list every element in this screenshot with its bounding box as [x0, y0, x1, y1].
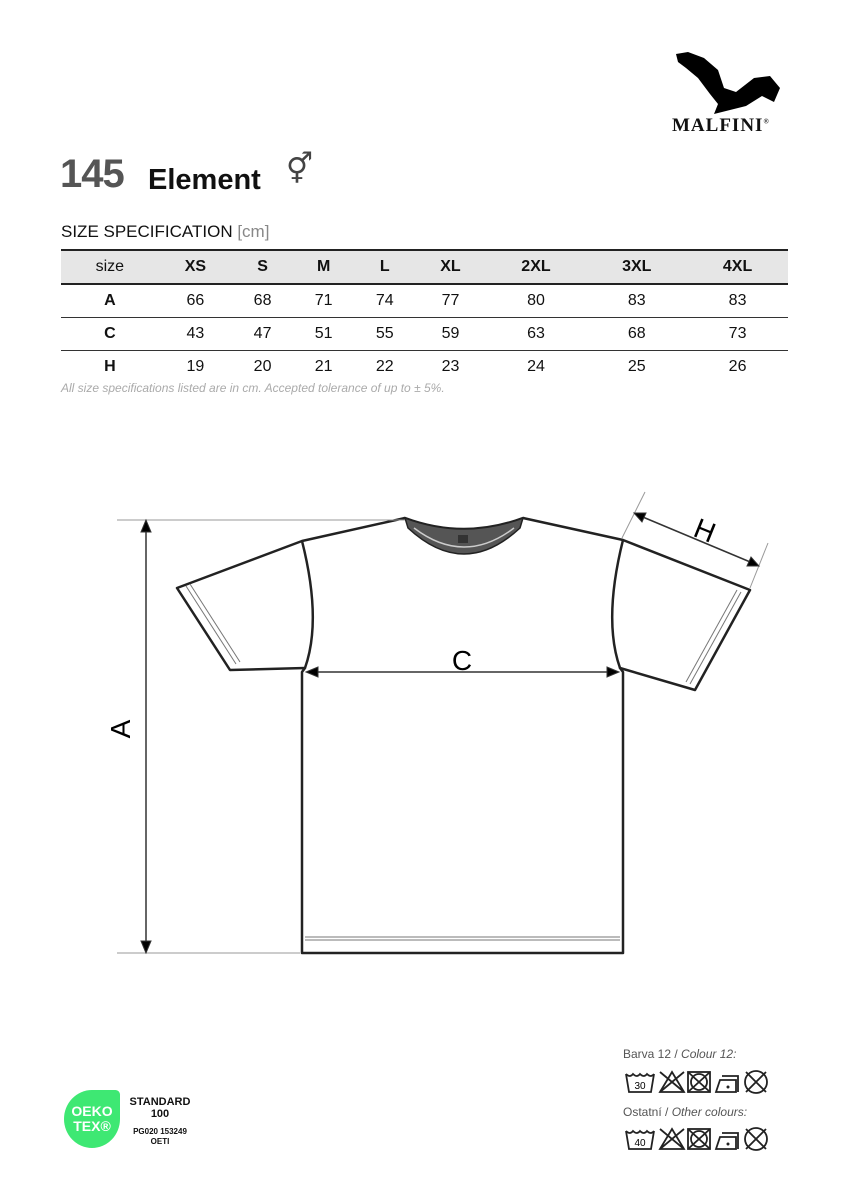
- size-header-xl: XL: [440, 258, 461, 275]
- size-header-xs: XS: [184, 258, 207, 275]
- label-a: A: [105, 719, 136, 738]
- table-row: H 19 20 21 22 23 24 25 26: [61, 351, 788, 384]
- table-cell: 68: [253, 292, 272, 309]
- no-dry-clean-icon: [744, 1127, 768, 1151]
- table-cell: 55: [375, 325, 394, 342]
- spec-title: SIZE SPECIFICATION [cm]: [61, 222, 270, 241]
- table-cell: 24: [527, 358, 545, 375]
- table-cell: 71: [314, 292, 333, 309]
- other-colours-label: Ostatní / Other colours:: [623, 1105, 748, 1119]
- svg-text:30: 30: [634, 1081, 646, 1092]
- colour12-label: Barva 12 / Colour 12:: [623, 1047, 737, 1061]
- table-cell: 43: [186, 325, 205, 342]
- measure-label: A: [104, 292, 116, 309]
- unisex-icon: ⚥: [286, 153, 314, 186]
- table-row: C 43 47 51 55 59 63 68 73: [61, 318, 788, 351]
- wash-icon: 40: [625, 1129, 655, 1150]
- tolerance-note: All size specifications listed are in cm…: [61, 381, 445, 395]
- table-cell: 77: [441, 292, 460, 309]
- table-cell: 51: [314, 325, 333, 342]
- measure-label: H: [104, 358, 116, 375]
- measure-label: C: [104, 325, 116, 342]
- table-cell: 22: [375, 358, 394, 375]
- product-name: Element: [148, 164, 261, 196]
- table-cell: 25: [627, 358, 646, 375]
- size-header-l: L: [379, 258, 390, 275]
- wash-icon: 30: [625, 1072, 655, 1093]
- iron-low-icon: [714, 1132, 739, 1150]
- care-icons-colour12: 30: [625, 1070, 768, 1094]
- label-h: H: [690, 512, 720, 548]
- table-cell: 26: [728, 358, 747, 375]
- neck-label: [458, 535, 468, 543]
- table-row: A 66 68 71 74 77 80 83 83: [61, 284, 788, 318]
- no-tumble-dry-icon: [687, 1128, 711, 1150]
- table-cell: 83: [627, 292, 646, 309]
- size-table: size XS S M L XL 2XL 3XL 4XL A 66 68 71 74 77 80 83 83 C 4…: [61, 249, 788, 383]
- label-c: C: [452, 645, 472, 676]
- care-icons-other: 40: [625, 1127, 768, 1151]
- no-bleach-icon: [658, 1127, 686, 1150]
- table-cell: 63: [527, 325, 545, 342]
- table-cell: 83: [728, 292, 747, 309]
- iron-low-icon: [714, 1075, 739, 1093]
- size-header-m: M: [317, 258, 331, 275]
- table-cell: 21: [314, 358, 333, 375]
- oekotex-badge: OEKO TEX®: [64, 1090, 120, 1148]
- size-header-4xl: 4XL: [722, 258, 753, 275]
- no-bleach-icon: [658, 1070, 686, 1093]
- tshirt-outline: [175, 516, 752, 955]
- oekotex-standard: STANDARD 100: [129, 1096, 191, 1120]
- table-cell: 74: [375, 292, 394, 309]
- oekotex-cert: PG020 153249 OETI: [133, 1127, 187, 1146]
- product-code: 145: [60, 152, 125, 196]
- size-header-2xl: 2XL: [521, 258, 551, 275]
- table-header-row: size XS S M L XL 2XL 3XL 4XL: [61, 250, 788, 284]
- table-cell: 59: [441, 325, 460, 342]
- size-header-s: S: [257, 258, 268, 275]
- size-header-size: size: [95, 258, 125, 275]
- no-dry-clean-icon: [744, 1070, 768, 1094]
- table-cell: 80: [527, 292, 545, 309]
- dimension-lines: [117, 491, 769, 955]
- no-tumble-dry-icon: [687, 1071, 711, 1093]
- table-cell: 66: [186, 292, 205, 309]
- table-cell: 23: [441, 358, 460, 375]
- eagle-logo-icon: [676, 52, 780, 114]
- svg-text:40: 40: [634, 1138, 646, 1149]
- brand-logo-text: MALFINI®: [672, 115, 770, 136]
- table-cell: 20: [253, 358, 272, 375]
- table-cell: 19: [186, 358, 205, 375]
- size-header-3xl: 3XL: [622, 258, 652, 275]
- table-cell: 47: [253, 325, 272, 342]
- table-cell: 68: [627, 325, 646, 342]
- table-cell: 73: [728, 325, 747, 342]
